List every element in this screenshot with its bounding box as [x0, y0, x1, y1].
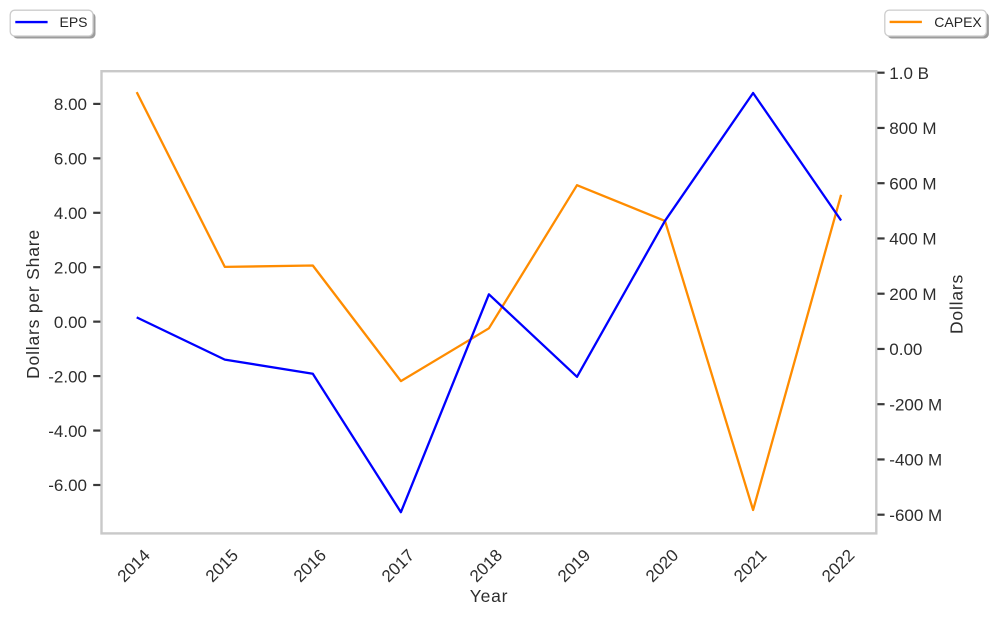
svg-text:-6.00: -6.00: [48, 476, 87, 495]
svg-text:200 M: 200 M: [889, 285, 936, 304]
svg-text:-4.00: -4.00: [48, 422, 87, 441]
svg-text:0.00: 0.00: [889, 340, 922, 359]
svg-text:EPS: EPS: [60, 14, 88, 30]
svg-text:-2.00: -2.00: [48, 367, 87, 386]
svg-text:400 M: 400 M: [889, 230, 936, 249]
svg-text:Dollars: Dollars: [947, 274, 967, 334]
svg-text:-400 M: -400 M: [889, 451, 942, 470]
svg-text:8.00: 8.00: [54, 95, 87, 114]
svg-text:2.00: 2.00: [54, 258, 87, 277]
svg-text:-200 M: -200 M: [889, 395, 942, 414]
svg-text:Dollars per Share: Dollars per Share: [23, 229, 43, 379]
svg-text:600 M: 600 M: [889, 174, 936, 193]
svg-text:-600 M: -600 M: [889, 506, 942, 525]
svg-text:1.0 B: 1.0 B: [889, 64, 929, 83]
svg-text:0.00: 0.00: [54, 313, 87, 332]
svg-text:4.00: 4.00: [54, 204, 87, 223]
svg-text:CAPEX: CAPEX: [934, 14, 982, 30]
svg-text:800 M: 800 M: [889, 119, 936, 138]
svg-text:6.00: 6.00: [54, 150, 87, 169]
svg-text:Year: Year: [470, 586, 509, 606]
